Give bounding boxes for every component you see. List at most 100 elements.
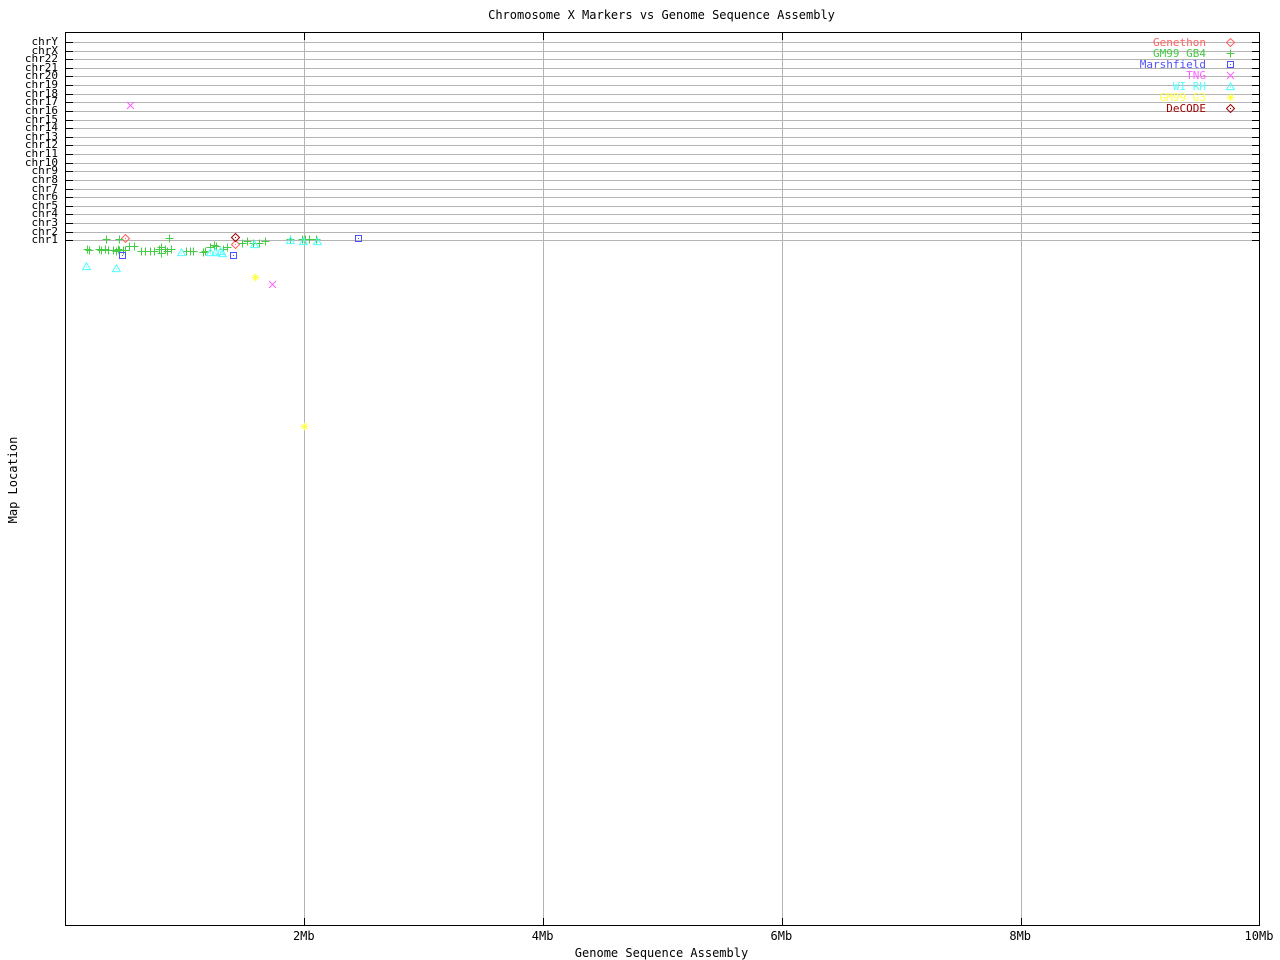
data-point-gm99-gb4 [212,242,221,251]
data-point-gm99-gb4 [201,247,210,256]
data-point-marshfield [354,234,363,243]
tick-mark [1252,76,1259,77]
x-tick-label-8Mb: 8Mb [1009,929,1032,943]
data-point-gm99-gb4 [163,247,172,256]
marker-glyph [305,235,314,244]
marker-glyph [238,239,247,248]
tick-mark [782,918,783,925]
gridline-h [66,102,1259,103]
tick-mark [66,59,73,60]
tick-mark [1252,137,1259,138]
gridline-h [66,68,1259,69]
data-point-gm99-gb4 [97,246,106,255]
gridline-h [66,145,1259,146]
gridline-h [66,163,1259,164]
tick-mark [66,206,73,207]
gridline-h [66,180,1259,181]
gridline-h [66,42,1259,43]
marker-glyph [150,247,159,256]
marker-glyph [243,237,252,246]
data-point-gm99-gb4 [238,239,247,248]
tick-mark [1252,154,1259,155]
data-point-gm99-gb4 [150,247,159,256]
tick-mark [782,33,783,40]
chart-title: Chromosome X Markers vs Genome Sequence … [488,8,835,22]
tick-mark [66,111,73,112]
x-tick-label-2Mb: 2Mb [292,929,315,943]
tick-mark [66,145,73,146]
data-point-gm99-gb4 [223,243,232,252]
tick-mark [66,137,73,138]
marker-glyph [115,235,124,244]
marker-glyph [189,247,198,256]
tick-mark [1252,42,1259,43]
tick-mark [1252,189,1259,190]
data-point-gm99-gb4 [114,245,123,254]
tick-mark [1252,120,1259,121]
tick-mark [66,197,73,198]
x-tick-label-6Mb: 6Mb [770,929,793,943]
gridline-h [66,240,1259,241]
marker-glyph [201,247,210,256]
y-tick-label-chr20: chr20 [24,69,58,83]
tick-mark [1252,94,1259,95]
tick-mark [543,33,544,40]
tick-mark [66,85,73,86]
marker-glyph [285,236,296,245]
tick-mark [1252,240,1259,241]
marker-glyph [355,234,363,242]
marker-glyph [102,235,111,244]
gridline-h [66,214,1259,215]
marker-glyph [111,263,121,272]
data-point-gm99-gb4 [261,237,270,246]
gridline-h [66,137,1259,138]
marker-glyph [217,248,228,258]
data-point-tng [126,101,135,110]
y-tick-label-chr11: chr11 [24,147,58,161]
y-tick-label-chr10: chr10 [24,155,58,169]
tick-mark [66,68,73,69]
gridline-h [66,171,1259,172]
marker-glyph [230,239,241,249]
marker-glyph [157,249,166,258]
x-tick-label-4Mb: 4Mb [531,929,554,943]
y-tick-label-chr9: chr9 [31,164,59,178]
tick-mark [1021,33,1022,40]
tick-mark [66,128,73,129]
y-tick-label-chr21: chr21 [24,60,58,74]
marker-glyph [120,233,131,243]
y-tick-label-chr16: chr16 [24,103,58,117]
data-point-genethon [120,233,131,243]
tick-mark [1021,918,1022,925]
tick-mark [1252,171,1259,172]
gridline-h [66,94,1259,95]
tick-mark [1252,163,1259,164]
marker-glyph [130,242,139,251]
tick-mark [66,94,73,95]
data-point-wi-rh [313,236,323,246]
tick-mark [66,240,73,241]
data-point-wi-rh [217,248,228,258]
tick-mark [66,120,73,121]
tick-mark [66,171,73,172]
tick-mark [66,214,73,215]
y-tick-label-chr8: chr8 [31,172,59,186]
marker-glyph [97,246,106,255]
data-point-wi-rh [205,248,216,257]
tick-mark [66,163,73,164]
y-tick-label-chr13: chr13 [24,129,58,143]
data-point-wi-rh [285,236,296,245]
gridline-h [66,120,1259,121]
gridline-v [543,33,544,925]
gridline-h [66,189,1259,190]
y-tick-label-chrX: chrX [31,43,59,57]
marker-glyph [261,237,270,246]
gridline-h [66,223,1259,224]
data-point-gm99-gb4 [157,249,166,258]
tick-mark [66,180,73,181]
tick-mark [1252,214,1259,215]
tick-mark [1252,223,1259,224]
marker-glyph [85,246,94,255]
gridline-h [66,51,1259,52]
tick-mark [1252,232,1259,233]
